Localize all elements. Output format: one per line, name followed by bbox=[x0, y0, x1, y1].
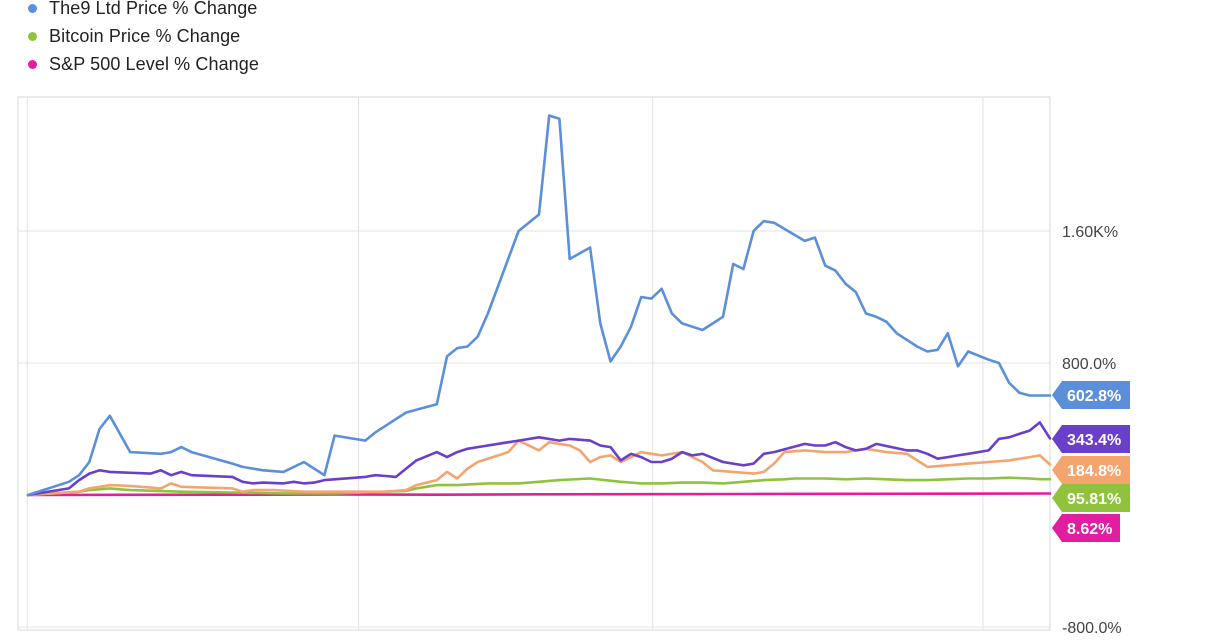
y-tick-label: 1.60K% bbox=[1062, 224, 1118, 241]
chart-legend: The9 Ltd Price % Change Bitcoin Price % … bbox=[28, 0, 259, 78]
legend-marker-icon bbox=[28, 31, 37, 41]
end-value-label: 343.4% bbox=[1067, 432, 1121, 449]
end-value-label: 184.8% bbox=[1067, 463, 1121, 480]
y-tick-label: -800.0% bbox=[1062, 620, 1122, 637]
end-value-tag bbox=[1052, 381, 1130, 409]
legend-marker-icon bbox=[28, 59, 37, 69]
end-value-label: 95.81% bbox=[1067, 491, 1121, 508]
end-value-label: 602.8% bbox=[1067, 388, 1121, 405]
series-line-0 bbox=[26, 114, 1052, 497]
legend-marker-icon bbox=[28, 3, 37, 13]
series-line-4 bbox=[26, 492, 1052, 497]
legend-item-the9[interactable]: The9 Ltd Price % Change bbox=[28, 0, 259, 22]
legend-label: S&P 500 Level % Change bbox=[49, 53, 260, 74]
y-tick-label: 800.0% bbox=[1062, 356, 1116, 373]
end-value-label: 8.62% bbox=[1067, 521, 1112, 538]
end-value-tag bbox=[1052, 514, 1120, 542]
legend-item-bitcoin[interactable]: Bitcoin Price % Change bbox=[28, 22, 259, 50]
series-line-1 bbox=[26, 421, 1052, 497]
end-value-tag bbox=[1052, 425, 1130, 453]
legend-item-sp500[interactable]: S&P 500 Level % Change bbox=[28, 50, 259, 78]
series-line-3 bbox=[26, 476, 1052, 497]
legend-label: The9 Ltd Price % Change bbox=[49, 0, 258, 18]
end-value-tag bbox=[1052, 456, 1130, 484]
end-value-tag bbox=[1052, 484, 1130, 512]
legend-label: Bitcoin Price % Change bbox=[49, 25, 241, 46]
